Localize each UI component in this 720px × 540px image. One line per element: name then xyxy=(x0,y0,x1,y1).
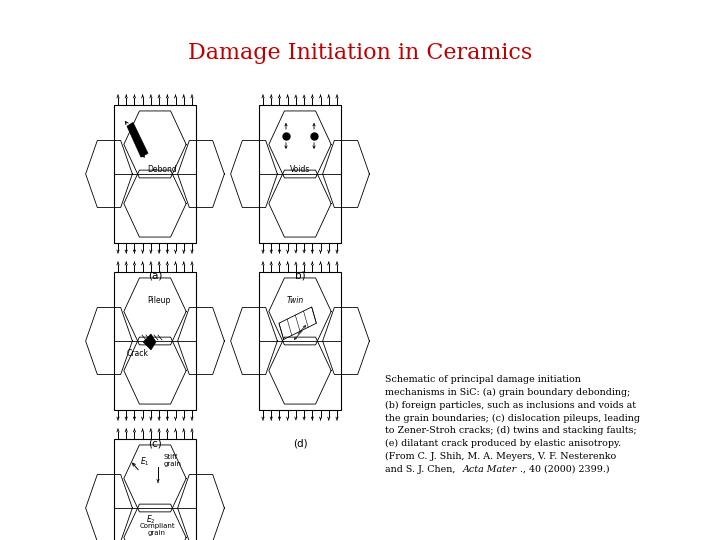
Text: Voids: Voids xyxy=(290,165,310,173)
Text: (e) dilatant crack produced by elastic anisotropy.: (e) dilatant crack produced by elastic a… xyxy=(385,439,621,448)
Text: Damage Initiation in Ceramics: Damage Initiation in Ceramics xyxy=(188,42,532,64)
Text: to Zener-Stroh cracks; (d) twins and stacking faults;: to Zener-Stroh cracks; (d) twins and sta… xyxy=(385,426,636,435)
Text: (From C. J. Shih, M. A. Meyers, V. F. Nesterenko: (From C. J. Shih, M. A. Meyers, V. F. Ne… xyxy=(385,452,616,461)
Bar xyxy=(114,105,196,243)
Text: Crack: Crack xyxy=(127,348,149,357)
Text: Schematic of principal damage initiation: Schematic of principal damage initiation xyxy=(385,375,581,384)
Text: b): b) xyxy=(294,271,305,281)
Text: and S. J. Chen,: and S. J. Chen, xyxy=(385,464,459,474)
Text: Compliant
grain: Compliant grain xyxy=(139,523,175,536)
Text: Debond: Debond xyxy=(147,165,176,173)
Text: Pileup: Pileup xyxy=(148,296,171,306)
Text: (d): (d) xyxy=(293,438,307,448)
Text: Acta Mater: Acta Mater xyxy=(463,464,518,474)
Text: the grain boundaries; (c) dislocation pileups, leading: the grain boundaries; (c) dislocation pi… xyxy=(385,414,640,423)
Text: Twin: Twin xyxy=(287,296,304,306)
Text: ., 40 (2000) 2399.): ., 40 (2000) 2399.) xyxy=(521,464,610,474)
Bar xyxy=(114,272,196,410)
Text: $E_2$: $E_2$ xyxy=(146,514,156,526)
Text: Stiff
grain: Stiff grain xyxy=(164,454,182,467)
Bar xyxy=(259,105,341,243)
Bar xyxy=(114,439,196,540)
Text: mechanisms in SiC: (a) grain boundary debonding;: mechanisms in SiC: (a) grain boundary de… xyxy=(385,388,631,397)
Text: $E_1$: $E_1$ xyxy=(140,455,150,468)
Text: (a): (a) xyxy=(148,271,162,281)
Polygon shape xyxy=(143,334,156,350)
Text: (b) foreign particles, such as inclusions and voids at: (b) foreign particles, such as inclusion… xyxy=(385,401,636,410)
Polygon shape xyxy=(127,123,148,157)
Text: (c): (c) xyxy=(148,438,162,448)
Bar xyxy=(259,272,341,410)
